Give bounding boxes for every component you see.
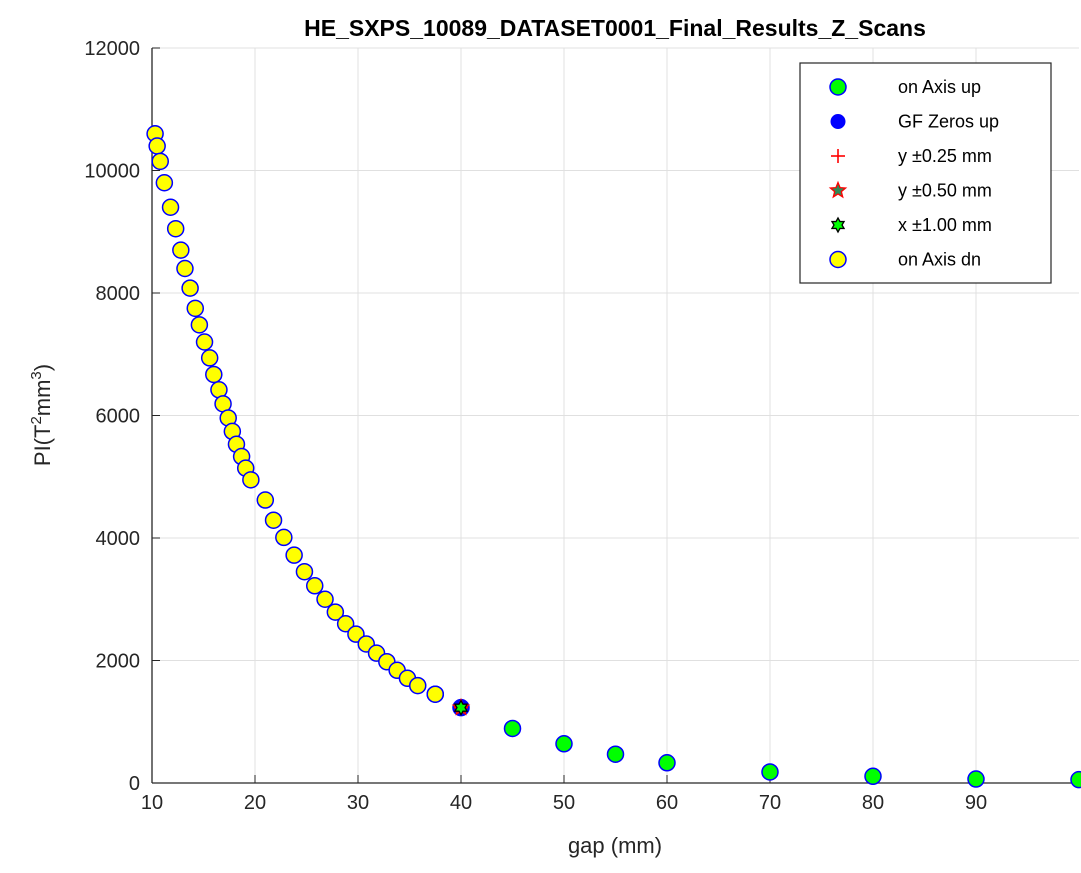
y-tick-label: 6000: [96, 406, 141, 428]
y-axis-label-sup-1: 2: [28, 416, 45, 424]
data-point: [197, 334, 213, 350]
legend-label: y ±0.25 mm: [898, 146, 992, 166]
data-point: [257, 492, 273, 508]
data-point: [296, 564, 312, 580]
x-tick-label: 60: [656, 792, 678, 814]
x-tick-label: 10: [141, 792, 163, 814]
y-tick-label: 12000: [84, 38, 140, 60]
data-point: [505, 720, 521, 736]
x-tick-label: 70: [759, 792, 781, 814]
data-point: [191, 317, 207, 333]
x-tick-label: 40: [450, 792, 472, 814]
data-point: [187, 300, 203, 316]
y-axis-label-part-1: PI(T: [30, 425, 55, 467]
x-axis-label: gap (mm): [568, 833, 662, 858]
data-point: [152, 153, 168, 169]
data-point: [865, 768, 881, 784]
y-axis-label-part-2: mm: [30, 380, 55, 417]
data-point: [266, 512, 282, 528]
y-tick-label: 2000: [96, 651, 141, 673]
legend-marker: [830, 252, 846, 268]
data-point: [1071, 772, 1081, 788]
data-point: [286, 547, 302, 563]
y-tick-label: 0: [129, 773, 140, 795]
data-point: [168, 221, 184, 237]
data-point: [427, 686, 443, 702]
y-axis-label-part-3: ): [30, 364, 55, 371]
x-tick-label: 90: [965, 792, 987, 814]
data-point: [202, 350, 218, 366]
legend: on Axis up GF Zeros up y ±0.25 mm y ±0.50 m…: [800, 63, 1051, 283]
y-tick-label: 8000: [96, 283, 141, 305]
data-point: [177, 261, 193, 277]
data-point: [276, 529, 292, 545]
data-point: [762, 764, 778, 780]
data-point: [410, 678, 426, 694]
legend-label: GF Zeros up: [898, 112, 999, 132]
x-tick-label: 50: [553, 792, 575, 814]
data-point: [307, 578, 323, 594]
y-tick-label: 4000: [96, 528, 141, 550]
data-point: [149, 138, 165, 154]
data-point: [163, 199, 179, 215]
y-axis-label-sup-2: 3: [28, 371, 45, 379]
data-point: [243, 472, 259, 488]
x-tick-label: 80: [862, 792, 884, 814]
chart-title: HE_SXPS_10089_DATASET0001_Final_Results_…: [304, 15, 926, 41]
data-point: [173, 242, 189, 258]
legend-marker: [830, 79, 846, 95]
x-tick-label: 20: [244, 792, 266, 814]
legend-label: y ±0.50 mm: [898, 181, 992, 201]
data-point: [608, 746, 624, 762]
data-point: [206, 366, 222, 382]
data-point: [156, 175, 172, 191]
data-point: [659, 755, 675, 771]
legend-marker: [831, 115, 845, 129]
x-tick-label: 30: [347, 792, 369, 814]
data-point: [556, 736, 572, 752]
y-tick-label: 10000: [84, 161, 140, 183]
legend-label: on Axis dn: [898, 250, 981, 270]
data-point: [182, 280, 198, 296]
data-point: [968, 771, 984, 787]
legend-label: on Axis up: [898, 77, 981, 97]
legend-label: x ±1.00 mm: [898, 215, 992, 235]
